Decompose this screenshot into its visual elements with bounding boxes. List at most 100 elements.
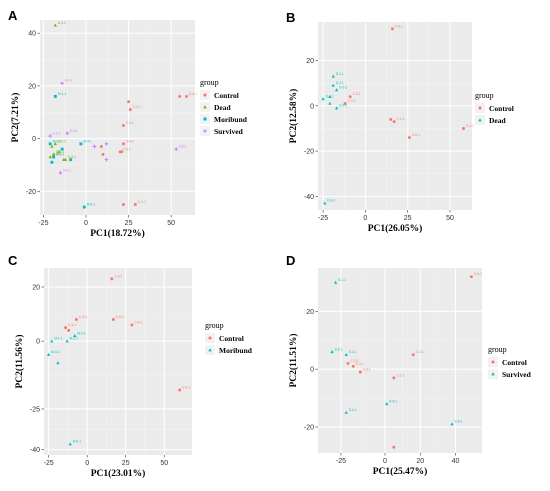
point-label: D-1-1 bbox=[58, 21, 66, 25]
point-label: D-2-1 bbox=[336, 81, 344, 85]
point-label: C-2-1 bbox=[133, 105, 141, 109]
data-point bbox=[50, 160, 54, 164]
data-point bbox=[74, 318, 78, 321]
data-point bbox=[178, 388, 182, 392]
panel-c: C -25 0 25 50 -40 -25 0 20 PC1(23.01%) PC2(11.56%)… bbox=[8, 253, 253, 479]
data-point bbox=[48, 134, 53, 138]
y-tick-label: 0 bbox=[32, 136, 36, 143]
panel-letter: D bbox=[286, 253, 295, 268]
data-point bbox=[358, 370, 362, 374]
legend-label: Control bbox=[489, 104, 514, 113]
point-label: S-2-1 bbox=[53, 131, 61, 135]
x-tick-label: 25 bbox=[404, 215, 412, 222]
data-point bbox=[133, 203, 137, 206]
data-point bbox=[110, 277, 114, 281]
point-label: M-4-1 bbox=[83, 139, 92, 143]
legend-label: Dead bbox=[489, 116, 506, 125]
point-label: C-6-1 bbox=[412, 133, 420, 137]
x-axis-title: PC1(25.47%) bbox=[373, 466, 428, 477]
legend-marker bbox=[491, 372, 495, 376]
data-point bbox=[334, 280, 338, 284]
data-point bbox=[392, 120, 396, 124]
data-point bbox=[67, 328, 71, 332]
data-point bbox=[328, 101, 332, 105]
data-point bbox=[328, 94, 332, 99]
x-axis-title: PC1(23.01%) bbox=[91, 468, 146, 479]
data-point bbox=[343, 102, 347, 105]
plot-background bbox=[44, 268, 192, 455]
data-point bbox=[344, 410, 348, 414]
data-point bbox=[462, 127, 465, 130]
point-label: C-6-1 bbox=[182, 385, 190, 389]
point-label: C-5-1 bbox=[395, 24, 403, 28]
y-axis-title: PC2(12.58%) bbox=[288, 89, 299, 144]
data-point bbox=[178, 94, 182, 98]
y-tick-label: -40 bbox=[30, 447, 40, 454]
point-label: M-3-1 bbox=[77, 331, 86, 335]
data-point bbox=[53, 142, 57, 146]
series-dead: D-1-1 D-2-1D-3-1 D-4-1 D-5-1 D-6-1 bbox=[321, 72, 347, 205]
x-tick-label: 0 bbox=[84, 220, 88, 227]
legend-marker bbox=[203, 117, 207, 121]
panel-d: D-25 0 20 40-20020PC1(25.47%)PC2(11.51%)C-6… bbox=[286, 253, 532, 477]
data-point bbox=[60, 81, 64, 86]
point-label: M-1-1 bbox=[58, 92, 67, 96]
series-control: C-6-1 C-2-1C-3-1 C-4-1 C-5-1 C-1-1 bbox=[346, 272, 482, 449]
data-point bbox=[53, 94, 57, 98]
panel-letter: C bbox=[8, 253, 18, 268]
legend-label: Dead bbox=[214, 103, 231, 112]
point-label: C-4-1 bbox=[416, 350, 424, 354]
legend-marker bbox=[478, 106, 482, 110]
point-label: D-4-1 bbox=[53, 153, 61, 157]
legend-marker bbox=[491, 360, 495, 364]
series-dead: D-1-1 D-2-1 D-3-1D-4-1 D-5-1 bbox=[48, 21, 76, 161]
legend-label: Control bbox=[219, 334, 244, 343]
legend-title: group bbox=[200, 78, 219, 87]
y-tick-label: -20 bbox=[304, 424, 314, 431]
data-point bbox=[346, 361, 350, 365]
data-point bbox=[185, 94, 188, 98]
series-control: C-2-1 C-3-1C-1-1 C-5-1 C-4-1 C-6-1 bbox=[64, 274, 190, 392]
point-label: C-4-1 bbox=[134, 320, 142, 324]
data-point bbox=[79, 142, 83, 146]
y-tick-label: -25 bbox=[30, 406, 40, 413]
data-point bbox=[122, 123, 125, 127]
point-label: M-2-1 bbox=[70, 337, 79, 341]
point-label: D-6-1 bbox=[327, 199, 335, 203]
point-label: M-4-1 bbox=[51, 350, 60, 354]
point-label: S-1-1 bbox=[65, 79, 73, 83]
y-tick-label: -20 bbox=[304, 149, 314, 156]
data-point bbox=[392, 445, 396, 449]
x-tick-label: 20 bbox=[416, 458, 424, 465]
data-point bbox=[174, 147, 179, 151]
point-label: S-5-1 bbox=[179, 145, 187, 149]
data-point bbox=[65, 131, 70, 136]
legend-label: Control bbox=[214, 91, 239, 100]
y-axis-title: PC2(11.56%) bbox=[14, 334, 25, 388]
y-axis-title: PC2(11.51%) bbox=[288, 333, 299, 387]
point-label: M-5-1 bbox=[73, 440, 82, 444]
point-label: S-5-1 bbox=[389, 399, 397, 403]
data-point bbox=[130, 323, 134, 327]
data-point bbox=[469, 275, 473, 279]
point-label: S-3-1 bbox=[349, 350, 357, 354]
panel-b: B -25 0 25 50 -40 -20 0 20 PC1(26.05%) PC2(12.58%)… bbox=[286, 10, 514, 234]
point-label: C-3-1 bbox=[79, 315, 87, 319]
point-label: C-1-1 bbox=[138, 200, 146, 204]
legend-label: Survived bbox=[502, 370, 532, 379]
series-survived: S-1-1 S-2-1 S-3-1 S-4-1 S-5-1 S-6-1 bbox=[330, 278, 463, 426]
legend-title: group bbox=[205, 321, 224, 330]
plot-background bbox=[40, 20, 195, 215]
data-point bbox=[104, 157, 109, 162]
point-label: S-6-1 bbox=[455, 420, 463, 424]
point-label: S-2-1 bbox=[335, 347, 343, 351]
y-tick-label: 0 bbox=[36, 339, 40, 346]
data-point bbox=[389, 117, 393, 121]
series-control: C-5-1 C-2-1 C-3-1 C-1-1 C-4-1 C-6-1 bbox=[343, 24, 474, 139]
data-point bbox=[82, 205, 86, 209]
x-axis-title: PC1(18.72%) bbox=[90, 228, 145, 239]
legend-label: Control bbox=[502, 358, 527, 367]
data-point bbox=[127, 100, 131, 104]
data-point bbox=[60, 147, 64, 151]
